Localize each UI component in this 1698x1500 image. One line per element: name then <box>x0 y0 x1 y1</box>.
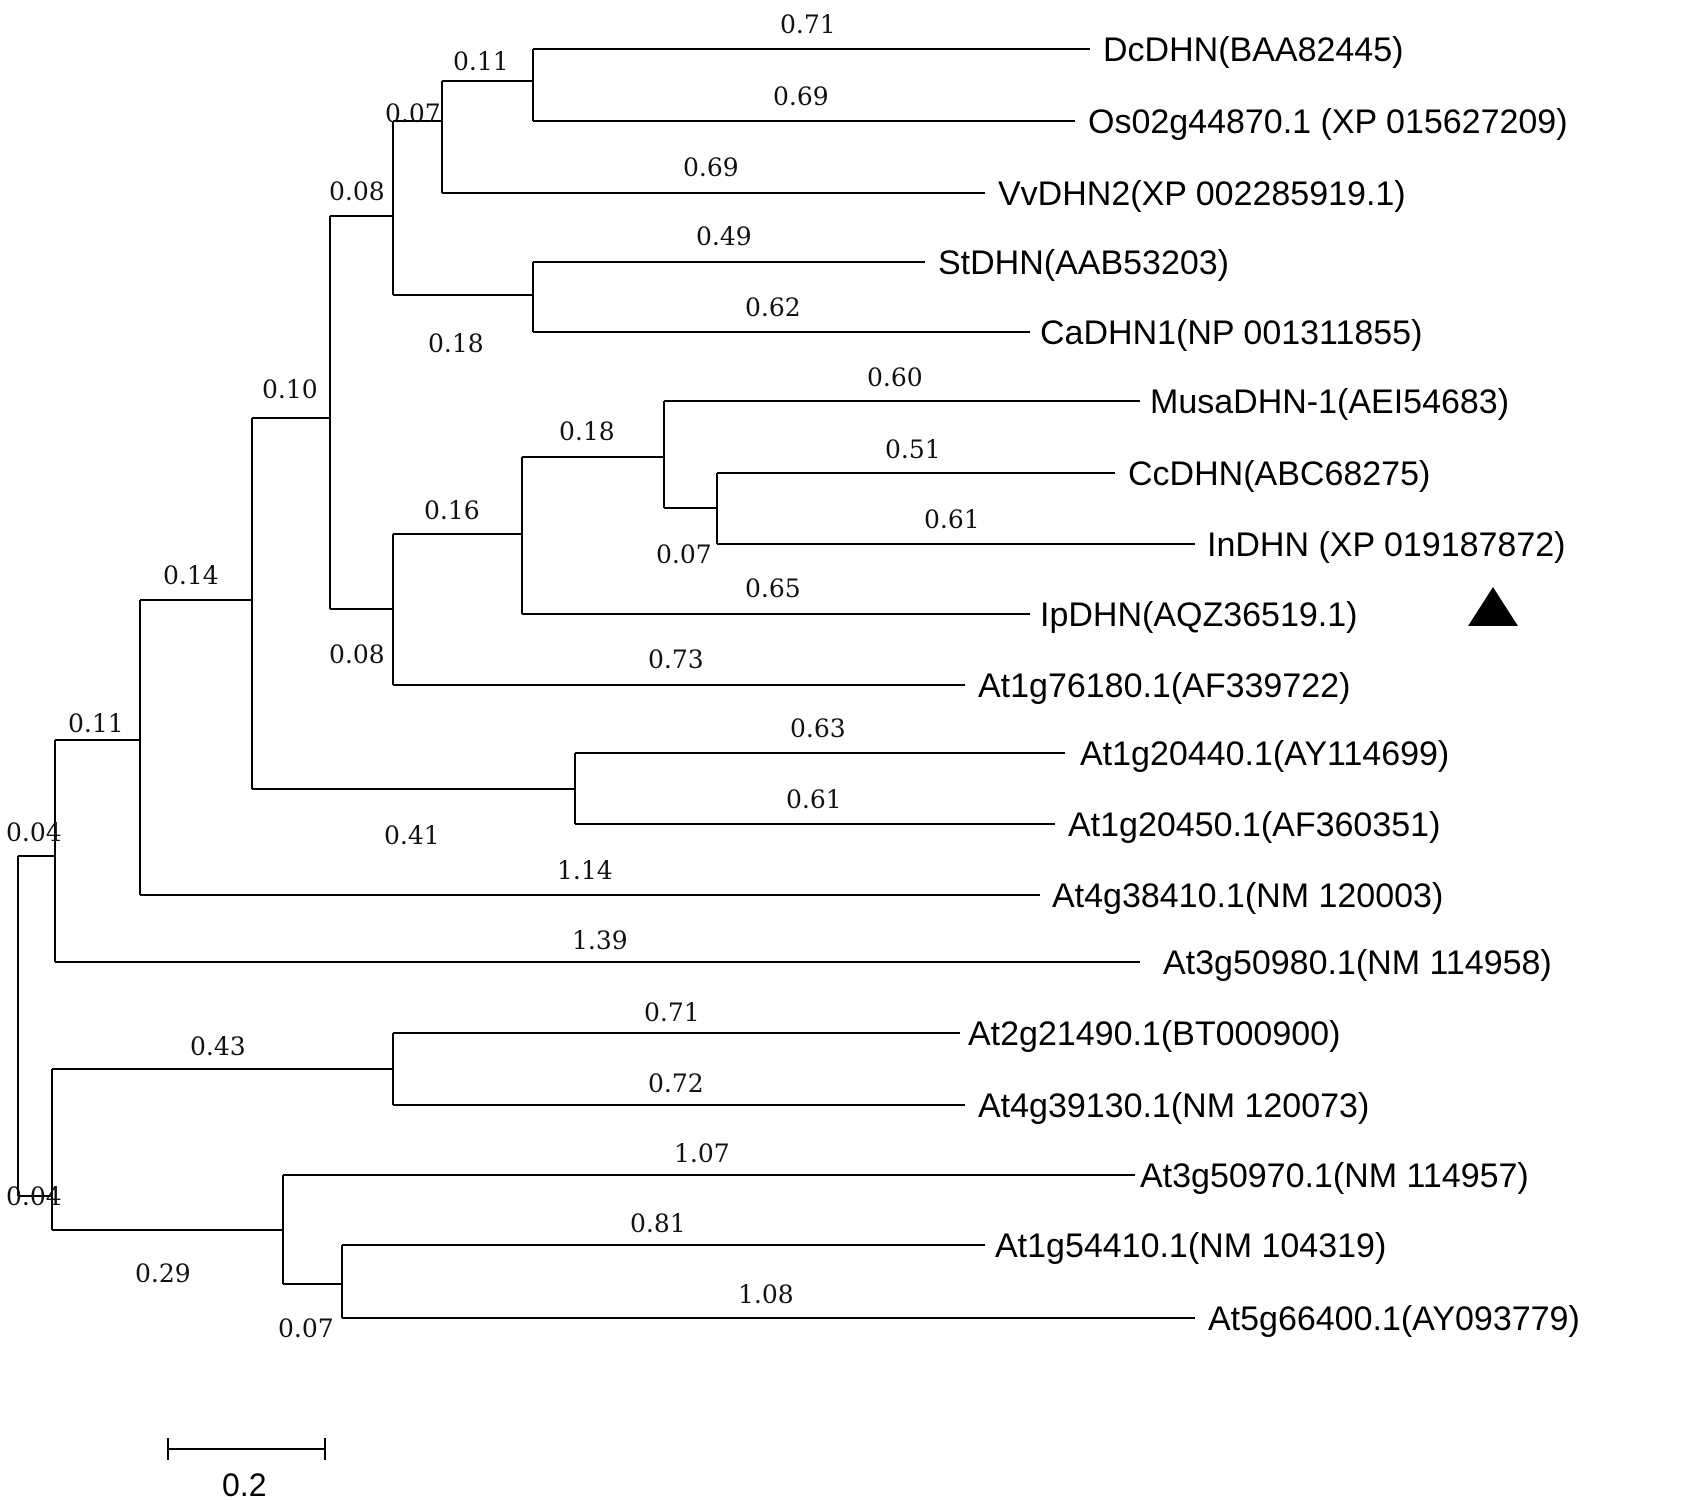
branch-length-label: 0.51 <box>885 435 941 464</box>
scale-bar-label: 0.2 <box>222 1467 266 1500</box>
taxon-label: IpDHN(AQZ36519.1) <box>1040 596 1357 634</box>
branch-length-label: 0.07 <box>656 540 712 569</box>
branch-length-label: 0.61 <box>924 505 980 534</box>
branch-length-label: 0.14 <box>163 561 219 590</box>
branch-length-label: 0.72 <box>648 1069 704 1098</box>
branch-length-label: 0.63 <box>790 714 846 743</box>
branch-length-label: 0.69 <box>683 153 739 182</box>
branch-length-label: 0.04 <box>6 818 62 847</box>
branch-length-label: 0.07 <box>278 1314 334 1343</box>
taxon-label: DcDHN(BAA82445) <box>1103 31 1403 69</box>
taxon-label: StDHN(AAB53203) <box>938 244 1229 282</box>
taxon-label: At1g54410.1(NM 104319) <box>995 1227 1386 1265</box>
taxon-label: At5g66400.1(AY093779) <box>1208 1300 1580 1338</box>
branch-length-label: 1.08 <box>738 1280 794 1309</box>
branch-length-label: 0.65 <box>745 574 801 603</box>
taxon-label: At3g50970.1(NM 114957) <box>1140 1157 1529 1195</box>
taxon-label: MusaDHN-1(AEI54683) <box>1150 383 1509 421</box>
taxon-label: Os02g44870.1 (XP 015627209) <box>1088 103 1568 141</box>
branch-length-label: 0.11 <box>68 709 124 738</box>
branch-length-label: 0.07 <box>385 99 441 128</box>
branch-length-label: 0.49 <box>696 222 752 251</box>
branch-length-label: 0.29 <box>135 1259 191 1288</box>
branch-length-label: 0.41 <box>384 821 440 850</box>
branch-length-label: 1.07 <box>674 1139 730 1168</box>
branch-length-label: 0.16 <box>424 496 480 525</box>
taxon-label: At1g20440.1(AY114699) <box>1080 735 1449 773</box>
branch-length-label: 0.04 <box>6 1182 62 1211</box>
branch-length-label: 0.08 <box>329 177 385 206</box>
taxon-label: InDHN (XP 019187872) <box>1207 526 1565 564</box>
taxon-label: At4g39130.1(NM 120073) <box>978 1087 1369 1125</box>
branch-length-label: 0.81 <box>630 1209 686 1238</box>
taxon-label: VvDHN2(XP 002285919.1) <box>998 175 1406 213</box>
branch-length-label: 0.18 <box>428 329 484 358</box>
taxon-label: CaDHN1(NP 001311855) <box>1040 314 1422 352</box>
branch-length-label: 0.71 <box>780 10 836 39</box>
triangle-up-icon <box>1468 587 1518 626</box>
branch-length-label: 0.08 <box>329 640 385 669</box>
branch-length-labels: 0.71 0.69 0.11 0.69 0.07 0.49 0.62 0.18 … <box>6 10 980 1343</box>
branch-length-label: 0.73 <box>648 645 704 674</box>
taxon-label: At1g76180.1(AF339722) <box>978 667 1350 705</box>
branch-length-label: 1.14 <box>557 856 613 885</box>
tree-branches <box>17 48 1195 1319</box>
taxon-label: At1g20450.1(AF360351) <box>1068 806 1440 844</box>
scale-bar: 0.2 <box>167 1438 326 1500</box>
taxon-labels: DcDHN(BAA82445) Os02g44870.1 (XP 0156272… <box>938 31 1580 1338</box>
branch-length-label: 0.43 <box>190 1032 246 1061</box>
branch-length-label: 0.62 <box>745 293 801 322</box>
branch-length-label: 1.39 <box>572 926 628 955</box>
branch-length-label: 0.69 <box>773 82 829 111</box>
taxon-label: At2g21490.1(BT000900) <box>968 1015 1340 1053</box>
taxon-label: At4g38410.1(NM 120003) <box>1052 877 1443 915</box>
branch-length-label: 0.18 <box>559 417 615 446</box>
branch-length-label: 0.61 <box>786 785 842 814</box>
taxon-label: At3g50980.1(NM 114958) <box>1163 944 1552 982</box>
branch-length-label: 0.10 <box>262 375 318 404</box>
taxon-label: CcDHN(ABC68275) <box>1128 455 1430 493</box>
branch-length-label: 0.71 <box>644 998 700 1027</box>
branch-length-label: 0.60 <box>867 363 923 392</box>
branch-length-label: 0.11 <box>453 47 509 76</box>
